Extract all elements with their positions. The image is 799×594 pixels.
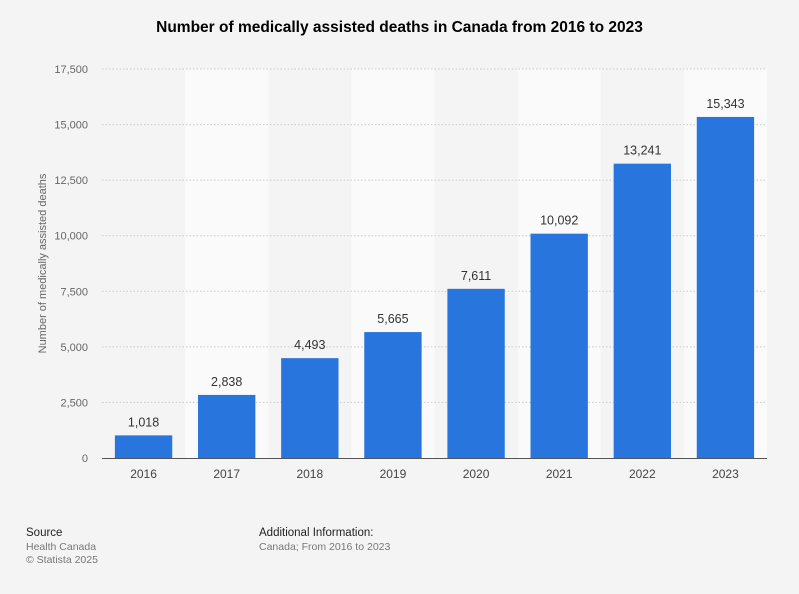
y-tick-label: 10,000 <box>54 231 88 243</box>
copyright-line: © Statista 2025 <box>26 554 98 566</box>
y-tick-label: 2,500 <box>60 397 88 409</box>
data-label: 10,092 <box>540 214 578 228</box>
y-tick-label: 0 <box>82 453 88 465</box>
source-heading: Source <box>26 527 63 539</box>
x-tick-label: 2022 <box>629 467 656 481</box>
data-label: 13,241 <box>623 144 661 158</box>
bar <box>447 288 505 458</box>
data-label: 5,665 <box>377 312 408 326</box>
source-line: Health Canada <box>26 541 97 553</box>
additional-info-heading: Additional Information: <box>259 527 374 539</box>
x-tick-label: 2020 <box>463 467 490 481</box>
bar <box>198 394 256 458</box>
additional-info-block: Additional Information: Canada; From 201… <box>259 527 390 554</box>
chart-title: Number of medically assisted deaths in C… <box>156 19 643 36</box>
x-tick-label: 2021 <box>546 467 573 481</box>
y-tick-label: 7,500 <box>60 286 88 298</box>
bar <box>281 358 339 458</box>
y-tick-label: 17,500 <box>54 64 88 76</box>
bar <box>696 116 755 459</box>
data-label: 4,493 <box>294 338 325 352</box>
y-tick-label: 12,500 <box>54 175 88 187</box>
bar <box>613 163 671 458</box>
y-tick-label: 15,000 <box>54 120 88 132</box>
bar <box>364 332 422 458</box>
source-block: Source Health Canada © Statista 2025 <box>26 527 98 567</box>
data-label: 15,343 <box>706 97 744 111</box>
data-label: 1,018 <box>128 415 159 429</box>
x-tick-label: 2017 <box>213 467 240 481</box>
data-label: 7,611 <box>461 269 491 283</box>
x-tick-label: 2016 <box>130 467 157 481</box>
bar <box>114 435 173 458</box>
plot-band <box>185 69 269 458</box>
additional-info-text: Canada; From 2016 to 2023 <box>259 541 391 553</box>
bar <box>530 233 588 458</box>
data-label: 2,838 <box>211 375 242 389</box>
x-tick-label: 2023 <box>712 467 739 481</box>
y-tick-label: 5,000 <box>60 342 88 354</box>
x-tick-label: 2019 <box>380 467 407 481</box>
y-axis-title: Number of medically assisted deaths <box>37 173 49 353</box>
x-tick-label: 2018 <box>296 467 323 481</box>
